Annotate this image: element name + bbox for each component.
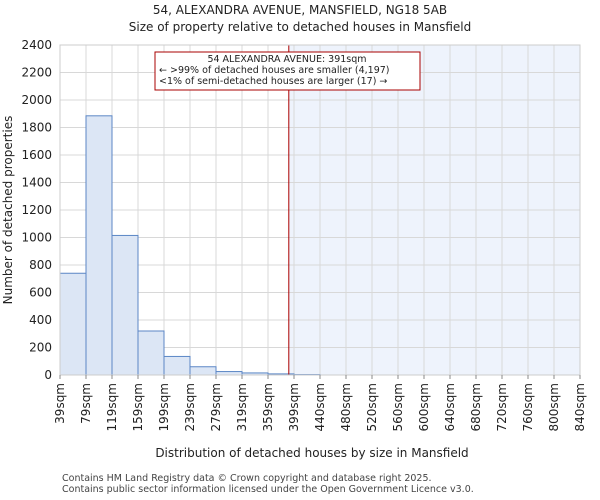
y-tick-label: 2400 — [21, 38, 52, 52]
bar-79sqm — [85, 115, 113, 376]
y-tick-label: 1400 — [21, 176, 52, 190]
x-tick-label: 680sqm — [469, 383, 483, 431]
footer-line-2: Contains public sector information licen… — [62, 484, 474, 495]
y-tick-label: 400 — [29, 313, 52, 327]
x-tick-label: 640sqm — [443, 383, 457, 431]
y-tick-label: 1200 — [21, 203, 52, 217]
footer-line-1: Contains HM Land Registry data © Crown c… — [62, 473, 432, 484]
bar-239sqm — [189, 366, 217, 376]
annotation-line-1: 54 ALEXANDRA AVENUE: 391sqm — [207, 54, 366, 65]
bars — [59, 115, 321, 376]
y-tick-label: 1000 — [21, 231, 52, 245]
y-tick-label: 600 — [29, 286, 52, 300]
x-tick-label: 359sqm — [261, 383, 275, 431]
y-tick-label: 2000 — [21, 93, 52, 107]
bar-199sqm — [163, 355, 191, 376]
annotation-frame — [154, 51, 421, 91]
x-tick-label: 720sqm — [495, 383, 509, 431]
x-tick-label: 480sqm — [339, 383, 353, 431]
x-tick-label: 560sqm — [391, 383, 405, 431]
x-tick-label: 600sqm — [417, 383, 431, 431]
annotation-line-3: <1% of semi-detached houses are larger (… — [159, 76, 387, 87]
x-tick-label: 199sqm — [157, 383, 171, 431]
bar-159sqm — [137, 330, 165, 376]
y-tick-label: 1800 — [21, 121, 52, 135]
bar-119sqm — [111, 234, 139, 376]
x-tick-label: 520sqm — [365, 383, 379, 431]
y-tick-label: 2200 — [21, 66, 52, 80]
bar-39sqm — [59, 272, 87, 376]
footer-attribution: Contains HM Land Registry data © Crown c… — [62, 473, 474, 495]
x-tick-label: 800sqm — [547, 383, 561, 431]
x-tick-label: 319sqm — [235, 383, 249, 431]
x-tick-label: 399sqm — [287, 383, 301, 431]
annotation-line-2: ← >99% of detached houses are smaller (4… — [159, 65, 390, 76]
x-tick-label: 440sqm — [313, 383, 327, 431]
y-axis-ticks: 0 200 400 600 800 1000 1200 1400 1600 1800 2000 220… — [21, 38, 52, 382]
x-tick-label: 279sqm — [209, 383, 223, 431]
x-tick-label: 159sqm — [131, 383, 145, 431]
x-tick-label: 119sqm — [105, 383, 119, 431]
x-tick-label: 760sqm — [521, 383, 535, 431]
chart-title-address: 54, ALEXANDRA AVENUE, MANSFIELD, NG18 5A… — [152, 3, 448, 17]
bar-279sqm — [215, 371, 243, 376]
y-axis-title: Number of detached properties — [1, 116, 15, 305]
annotation-box: 54 ALEXANDRA AVENUE: 391sqm ← >99% of de… — [154, 51, 421, 91]
y-tick-label: 0 — [44, 368, 52, 382]
chart-title-block: 54, ALEXANDRA AVENUE, MANSFIELD, NG18 5A… — [0, 2, 600, 36]
x-axis-ticks: 39sqm 79sqm 119sqm 159sqm 199sqm 239sqm 279sqm… — [53, 375, 587, 431]
x-tick-label: 239sqm — [183, 383, 197, 431]
y-tick-label: 200 — [29, 341, 52, 355]
y-tick-label: 1600 — [21, 148, 52, 162]
y-tick-label: 800 — [29, 258, 52, 272]
x-tick-label: 840sqm — [573, 383, 587, 431]
chart-title-subtitle: Size of property relative to detached ho… — [128, 20, 472, 34]
x-axis-title: Distribution of detached houses by size … — [155, 446, 468, 460]
x-tick-label: 39sqm — [53, 383, 67, 424]
x-tick-label: 79sqm — [79, 383, 93, 424]
